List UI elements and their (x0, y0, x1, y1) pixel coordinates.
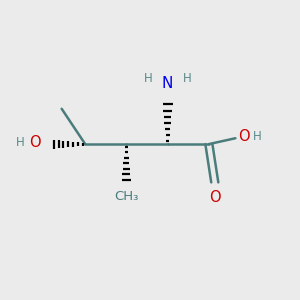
Text: CH₃: CH₃ (114, 190, 139, 203)
Text: N: N (162, 76, 173, 91)
Text: H: H (16, 136, 25, 149)
Text: O: O (29, 135, 41, 150)
Text: H: H (144, 72, 153, 85)
Text: O: O (238, 129, 250, 144)
Text: H: H (182, 72, 191, 85)
Text: H: H (253, 130, 262, 143)
Text: O: O (209, 190, 220, 205)
